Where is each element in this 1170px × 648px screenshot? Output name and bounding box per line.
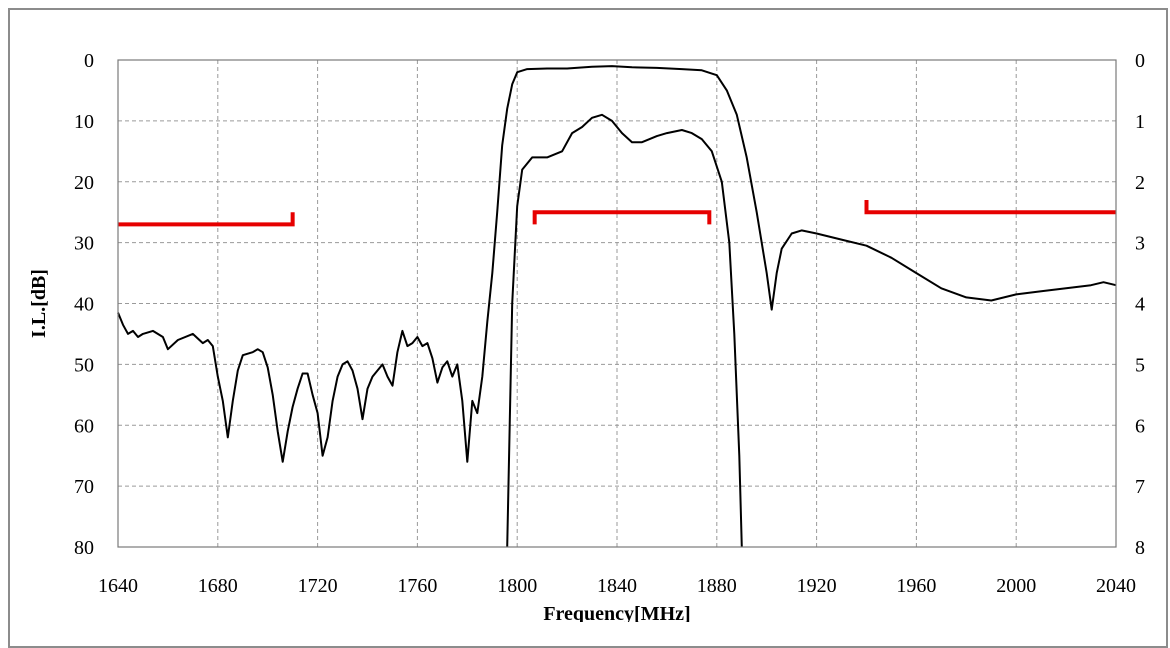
y2-tick-label: 4	[1135, 294, 1145, 316]
spec-bracket-1	[118, 212, 295, 227]
filter-response-chart: 1640 1680 1720 1760 1800 1840 1880 1920 1960 2000…	[28, 50, 1145, 622]
y-tick-label: 10	[74, 111, 94, 133]
y-axis-label: I.L.[dB]	[28, 269, 50, 338]
spec-brackets	[118, 200, 1116, 227]
y2-tick-label: 8	[1135, 537, 1145, 559]
x-tick-label: 2000	[996, 575, 1036, 597]
y2-tick-label: 5	[1135, 354, 1145, 376]
x-tick-label: 1880	[697, 575, 737, 597]
y-tick-label: 30	[74, 233, 94, 255]
plot-area-border	[117, 59, 1117, 548]
x-tick-labels: 1640 1680 1720 1760 1800 1840 1880 1920 1960 2000…	[98, 575, 1136, 597]
x-tick-label: 1800	[497, 575, 537, 597]
chart-frame	[8, 8, 1168, 648]
y2-tick-label: 3	[1135, 233, 1145, 255]
x-tick-label: 1920	[797, 575, 837, 597]
y-tick-label: 70	[74, 476, 94, 498]
x-tick-label: 1640	[98, 575, 138, 597]
x-tick-label: 1760	[397, 575, 437, 597]
y-tick-label: 50	[74, 354, 94, 376]
y2-tick-label: 1	[1135, 111, 1145, 133]
grid	[118, 60, 1116, 547]
x-axis-label: Frequency[MHz]	[543, 603, 690, 622]
y2-tick-label: 0	[1135, 50, 1145, 72]
y-tick-label: 20	[74, 172, 94, 194]
x-tick-label: 1840	[597, 575, 637, 597]
y-tick-label: 60	[74, 415, 94, 437]
y2-tick-labels: 0 1 2 3 4 5 6 7 8	[1135, 50, 1145, 559]
y-tick-label: 40	[74, 294, 94, 316]
series-line-2	[506, 113, 743, 548]
x-tick-label: 1960	[896, 575, 936, 597]
x-tick-label: 2040	[1096, 575, 1136, 597]
y-tick-label: 0	[84, 50, 94, 72]
series-line-1	[117, 65, 1117, 463]
series-group	[117, 65, 1117, 548]
x-tick-label: 1680	[198, 575, 238, 597]
y2-tick-label: 6	[1135, 415, 1145, 437]
y2-tick-label: 7	[1135, 476, 1145, 498]
y-tick-labels: 0 10 20 30 40 50 60 70 80	[74, 50, 94, 559]
x-tick-label: 1720	[298, 575, 338, 597]
y2-tick-label: 2	[1135, 172, 1145, 194]
spec-bracket-2	[532, 210, 712, 225]
spec-bracket-3	[864, 200, 1116, 215]
y-tick-label: 80	[74, 537, 94, 559]
